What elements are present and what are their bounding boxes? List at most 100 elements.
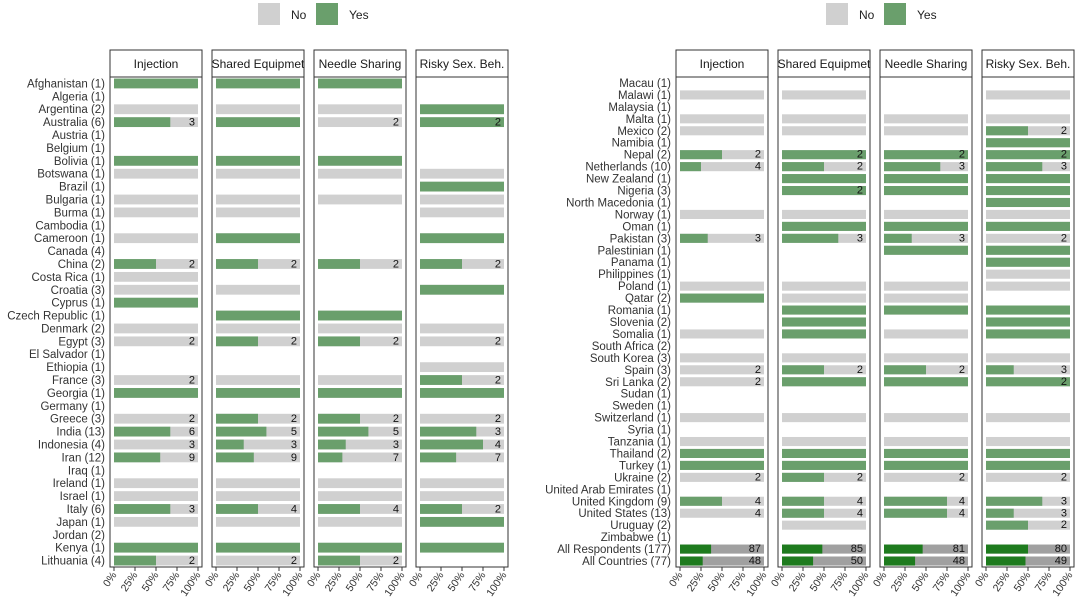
bar-yes: [318, 452, 343, 463]
bar-count-label: 3: [495, 426, 501, 438]
legend-key-yes: [316, 3, 338, 25]
bar-count-label: 4: [959, 495, 965, 507]
bar-yes: [216, 78, 300, 89]
category-label: Sri Lanka (2): [605, 377, 671, 389]
category-label: Bolivia (1): [54, 156, 105, 168]
bar-no: [420, 323, 504, 334]
x-tick-label: 100%: [846, 570, 871, 599]
category-label: Cambodia (1): [35, 220, 105, 232]
bar-yes: [782, 162, 824, 172]
bar-no: [216, 375, 300, 385]
bar-count-label: 4: [495, 439, 501, 451]
panel-title: Risky Sex. Beh.: [986, 57, 1071, 71]
bar-no: [986, 508, 1070, 518]
bar-count-label: 7: [495, 452, 501, 464]
category-label: Ireland (1): [53, 478, 106, 490]
bar-no: [114, 375, 198, 385]
x-tick-label: 100%: [484, 570, 509, 599]
bar-no: [318, 117, 402, 128]
bar-yes: [986, 377, 1070, 387]
bar-count-label: 2: [291, 258, 297, 270]
bar-count-label: 2: [1061, 232, 1067, 244]
bar-no: [680, 365, 764, 375]
bar-count-label: 2: [291, 413, 297, 425]
bar-no: [420, 207, 504, 218]
bar-no: [420, 336, 504, 347]
bar-count-label: 48: [749, 555, 761, 567]
legend-label-yes: Yes: [917, 8, 937, 22]
bar-yes: [884, 496, 947, 506]
bar-no: [884, 353, 968, 363]
bar-yes: [680, 150, 722, 160]
bar-no: [420, 362, 504, 373]
bar-yes: [986, 257, 1070, 267]
bar-yes: [680, 460, 764, 470]
bar-yes: [986, 197, 1070, 208]
bar-no: [680, 114, 764, 124]
bar-yes: [986, 365, 1014, 375]
bar-no: [884, 436, 968, 447]
bar-count-label: 4: [755, 495, 761, 507]
bar-yes: [782, 365, 824, 375]
category-label: Iran (12): [62, 452, 106, 464]
category-label: Nepal (2): [624, 150, 671, 162]
legend-1: No Yes: [258, 3, 369, 25]
category-label: Botswana (1): [37, 169, 105, 181]
bar-count-label: 5: [393, 426, 399, 438]
bar-yes: [782, 233, 839, 243]
category-label: Malaysia (1): [608, 102, 671, 114]
bar-count-label: 2: [1061, 471, 1067, 483]
bar-count-label: 2: [1061, 376, 1067, 388]
bar-yes: [216, 310, 300, 321]
bar-count-label: 3: [857, 232, 863, 244]
bar-yes: [318, 413, 360, 424]
bar-yes: [884, 377, 968, 387]
bar-no: [680, 233, 764, 243]
category-label: Oman (1): [622, 221, 671, 233]
bar-count-label: 3: [291, 439, 297, 451]
bar-no: [782, 413, 866, 423]
bar-yes: [114, 259, 156, 269]
bar-count-label: 80: [1055, 543, 1067, 555]
category-label: Palestinian (1): [597, 245, 671, 257]
bar-yes: [420, 104, 504, 115]
bar-no: [114, 478, 198, 489]
bar-no: [216, 478, 300, 489]
bar-no: [884, 114, 968, 124]
x-tick-label: 25%: [991, 570, 1013, 594]
panel-strip: [981, 49, 1075, 78]
bar-count-label: 6: [189, 426, 195, 438]
bar-no: [318, 168, 402, 179]
bar-count-label: 48: [953, 555, 965, 567]
category-label: Austria (1): [52, 130, 105, 142]
bar-no: [680, 377, 764, 387]
category-label: Ukraine (2): [614, 472, 671, 484]
bar-yes: [114, 388, 198, 398]
panel-strip: [415, 49, 509, 78]
bar-no: [318, 194, 402, 205]
category-label: Japan (1): [56, 517, 105, 529]
bar-no: [114, 491, 198, 501]
x-tick-label: 25%: [889, 570, 911, 594]
bar-count-label: 3: [755, 232, 761, 244]
bar-count-label: 2: [291, 336, 297, 348]
bar-yes: [420, 284, 504, 295]
x-tick-label: 100%: [382, 570, 407, 599]
bar-count-label: 81: [953, 543, 965, 555]
bar-count-label: 2: [189, 258, 195, 270]
bar-yes: [884, 245, 968, 255]
panel-title: Risky Sex. Beh.: [420, 57, 505, 71]
bar-yes: [986, 305, 1070, 315]
category-label: New Zealand (1): [586, 174, 671, 186]
bar-yes: [680, 544, 712, 554]
bar-no: [884, 293, 968, 303]
x-tick-label: 25%: [787, 570, 809, 594]
category-label: Algeria (1): [52, 91, 105, 103]
bar-no: [216, 452, 300, 463]
category-label: Spain (3): [624, 365, 671, 377]
legend-key-yes: [884, 3, 906, 25]
bar-no: [782, 281, 866, 291]
bar-yes: [680, 556, 703, 566]
panel-title: Shared Equipmet: [212, 57, 305, 71]
